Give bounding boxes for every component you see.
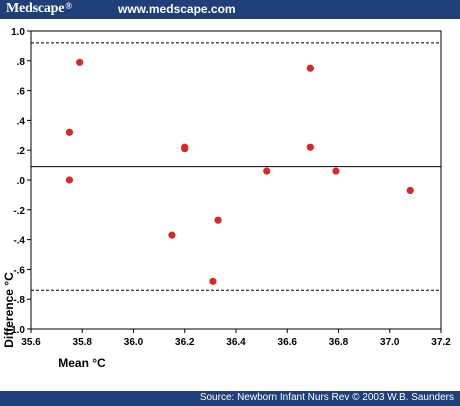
data-point: [263, 167, 271, 175]
y-tick-label: -.4: [13, 236, 25, 247]
y-axis-title: Difference °C: [2, 272, 16, 348]
x-tick-label: 37.0: [380, 337, 400, 348]
data-point: [332, 167, 340, 175]
x-tick-label: 35.6: [21, 337, 41, 348]
medscape-logo[interactable]: Medscape®: [6, 1, 72, 17]
y-tick-label: .4: [17, 116, 26, 127]
x-tick-label: 36.0: [124, 337, 144, 348]
x-tick-label: 36.4: [226, 337, 246, 348]
data-point: [306, 64, 314, 72]
y-tick-label: -.2: [13, 206, 25, 217]
data-point: [214, 216, 222, 224]
source-citation: Source: Newborn Infant Nurs Rev © 2003 W…: [199, 392, 454, 403]
brand-name: Medscape: [6, 1, 65, 16]
data-point: [306, 143, 314, 151]
data-point: [65, 176, 74, 184]
data-point: [76, 58, 84, 66]
y-tick-label: .0: [17, 176, 26, 187]
x-axis-title: Mean °C: [58, 356, 106, 370]
y-tick-label: -.6: [13, 265, 25, 276]
y-tick-label: .6: [17, 87, 26, 98]
data-point: [65, 128, 74, 136]
y-tick-label: -.8: [13, 295, 25, 306]
y-tick-label: -1.0: [8, 325, 26, 336]
footer-bar: Source: Newborn Infant Nurs Rev © 2003 W…: [0, 391, 460, 406]
plot-frame: [30, 30, 442, 330]
data-point: [406, 186, 414, 195]
site-url-link[interactable]: www.medscape.com: [118, 2, 236, 16]
data-point: [181, 145, 189, 153]
x-tick-label: 36.2: [175, 337, 195, 348]
y-tick-label: .8: [17, 57, 26, 68]
x-tick-label: 37.2: [431, 337, 451, 348]
x-tick-label: 35.8: [73, 337, 93, 348]
data-point: [168, 231, 176, 239]
x-tick-label: 36.8: [329, 337, 349, 348]
scatter-chart: -1.0 -.8 -.6 -.4 -.2 .0 .2 .4 .6 .8 1.0 35.6 35.8 36.…: [2, 27, 451, 370]
y-tick-label: .2: [17, 146, 26, 157]
brand-registered-mark: ®: [65, 1, 72, 11]
data-point: [209, 277, 217, 285]
x-tick-label: 36.6: [278, 337, 298, 348]
header-bar: Medscape® www.medscape.com: [0, 0, 460, 19]
y-tick-label: 1.0: [11, 27, 25, 38]
